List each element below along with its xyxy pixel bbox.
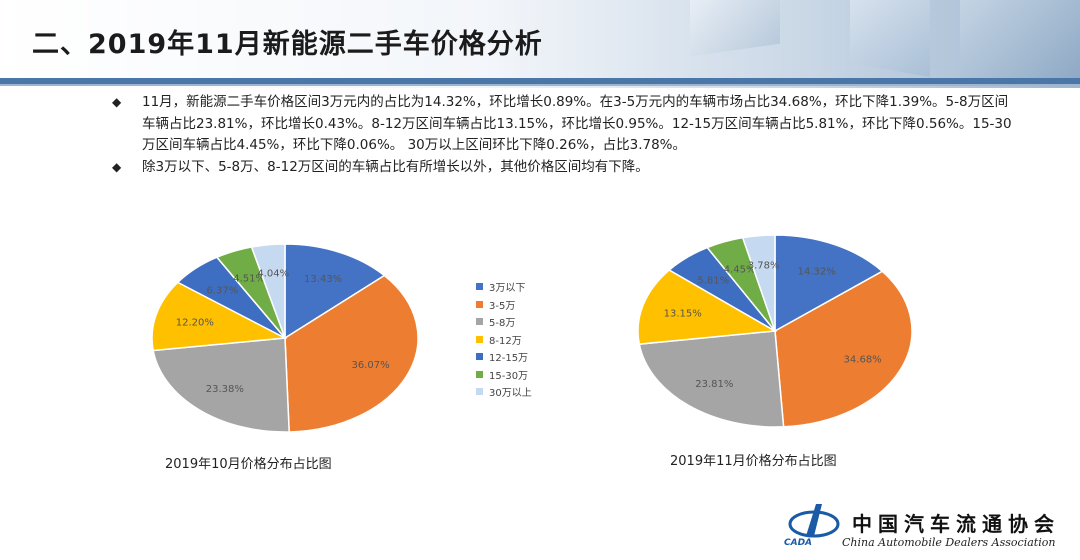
pie-label-oct-6: 4.04% xyxy=(257,269,289,280)
legend-item-1: 3-5万 xyxy=(476,296,532,314)
pie-label-oct-2: 23.38% xyxy=(206,384,244,395)
page-title: 二、2019年11月新能源二手车价格分析 xyxy=(32,29,543,60)
header-banner: 二、2019年11月新能源二手车价格分析 xyxy=(0,0,1080,88)
legend-swatch-6 xyxy=(476,388,483,396)
decorative-cube-1 xyxy=(690,0,780,57)
legend-swatch-5 xyxy=(476,370,483,378)
chart-caption-nov: 2019年11月价格分布占比图 xyxy=(670,454,837,469)
pie-slice-oct-6 xyxy=(250,243,286,339)
pie-label-nov-4: 5.81% xyxy=(697,276,729,287)
pie-label-oct-1: 36.07% xyxy=(351,360,389,371)
pie-label-nov-0: 14.32% xyxy=(798,266,836,277)
decorative-cube-2 xyxy=(850,0,930,78)
pie-slice-oct-1 xyxy=(284,274,419,433)
legend-label-0: 3万以下 xyxy=(489,283,526,295)
legend-label-3: 8-12万 xyxy=(489,335,522,347)
pie-slice-oct-0 xyxy=(284,243,386,340)
header-rule-light xyxy=(0,84,1080,86)
pie-label-oct-0: 13.43% xyxy=(304,274,342,285)
legend-label-5: 15-30万 xyxy=(489,370,529,382)
diamond-bullet-icon: ◆ xyxy=(112,159,122,174)
legend-swatch-3 xyxy=(476,335,483,343)
pie-slice-oct-2 xyxy=(152,337,290,433)
legend-swatch-1 xyxy=(476,300,483,308)
pie-label-nov-6: 3.78% xyxy=(748,260,780,271)
pie-label-nov-1: 34.68% xyxy=(844,354,882,365)
legend-item-3: 8-12万 xyxy=(476,331,532,349)
bullet-item: ◆ 除3万以下、5-8万、8-12万区间的车辆占比有所增长以外，其他价格区间均有… xyxy=(112,157,1012,179)
cada-logo: 中国汽车流通协会 China Automobile Dealers Associ… xyxy=(782,500,1080,560)
pie-slice-nov-1 xyxy=(774,270,913,428)
cada-emblem-icon xyxy=(788,504,840,538)
pie-label-nov-5: 4.45% xyxy=(724,265,756,276)
legend-item-2: 5-8万 xyxy=(476,313,532,331)
legend-item-0: 3万以下 xyxy=(476,278,532,296)
pie-slice-oct-3 xyxy=(151,281,288,352)
legend-label-4: 12-15万 xyxy=(489,353,529,365)
legend-label-6: 30万以上 xyxy=(489,388,532,400)
legend-item-5: 15-30万 xyxy=(476,366,532,384)
pie-slice-nov-3 xyxy=(637,269,778,345)
chart-legend: 3万以下 3-5万 5-8万 8-12万 12-15万 15-30万 30万以上 xyxy=(476,278,532,401)
logo-abbr: CADA xyxy=(784,538,813,548)
legend-swatch-0 xyxy=(476,283,483,291)
bullet-text: 11月，新能源二手车价格区间3万元内的占比为14.32%，环比增长0.89%。在… xyxy=(142,94,1012,153)
chart-caption-oct: 2019年10月价格分布占比图 xyxy=(165,457,332,472)
legend-label-1: 3-5万 xyxy=(489,300,516,312)
bullet-text: 除3万以下、5-8万、8-12万区间的车辆占比有所增长以外，其他价格区间均有下降… xyxy=(142,158,649,175)
pie-label-oct-5: 4.51% xyxy=(233,273,265,284)
pie-label-nov-3: 13.15% xyxy=(664,309,702,320)
bullet-list: ◆ 11月，新能源二手车价格区间3万元内的占比为14.32%，环比增长0.89%… xyxy=(112,92,1012,178)
header-rule xyxy=(0,78,1080,84)
logo-english: China Automobile Dealers Association xyxy=(842,536,1056,549)
legend-swatch-2 xyxy=(476,318,483,326)
bullet-item: ◆ 11月，新能源二手车价格区间3万元内的占比为14.32%，环比增长0.89%… xyxy=(112,92,1012,157)
legend-label-2: 5-8万 xyxy=(489,318,516,330)
pie-label-oct-4: 6.37% xyxy=(207,285,239,296)
pie-label-nov-2: 23.81% xyxy=(695,379,733,390)
pie-slice-nov-2 xyxy=(638,330,785,428)
decorative-cube-3 xyxy=(960,0,1080,80)
diamond-bullet-icon: ◆ xyxy=(112,95,122,109)
legend-item-4: 12-15万 xyxy=(476,348,532,366)
legend-item-6: 30万以上 xyxy=(476,383,532,401)
pie-charts: 13.43% 36.07% 23.38% 12.20% 6.37%4.51%4.04% 1… xyxy=(151,234,913,433)
pie-slice-nov-6 xyxy=(741,234,776,332)
pie-label-oct-3: 12.20% xyxy=(176,318,214,329)
legend-swatch-4 xyxy=(476,353,483,361)
pie-slice-nov-0 xyxy=(774,234,884,333)
logo-name: 中国汽车流通协会 xyxy=(852,512,1060,536)
